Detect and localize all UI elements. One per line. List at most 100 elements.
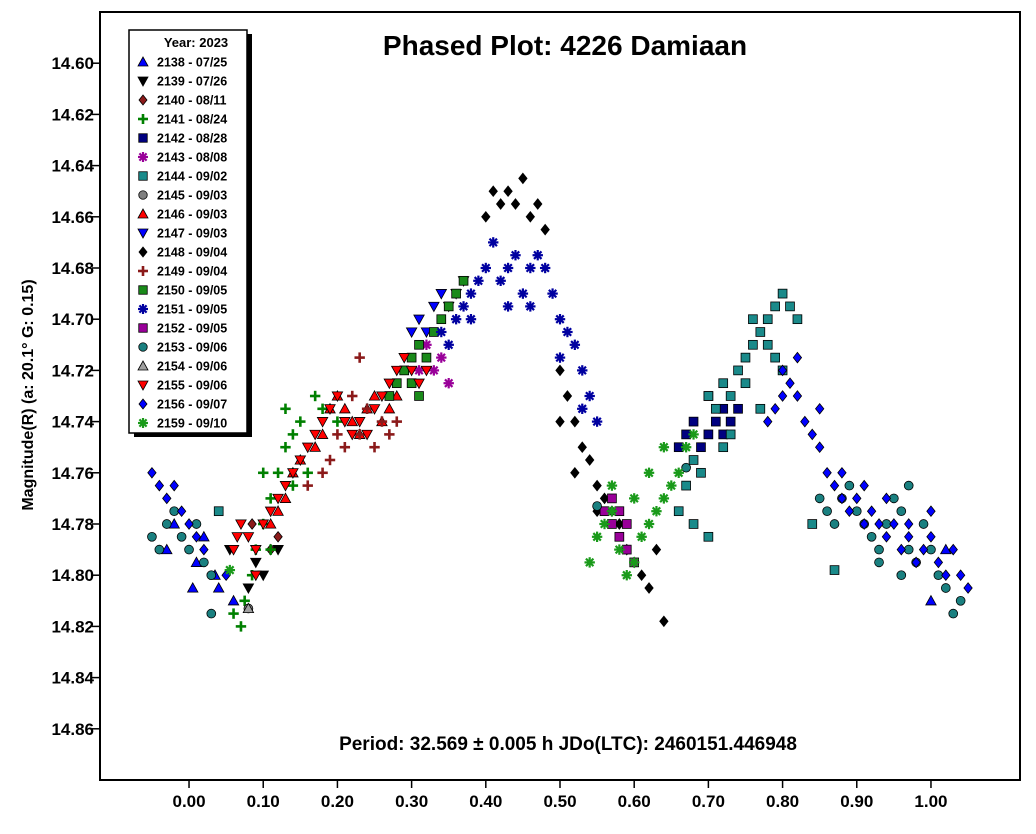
data-point xyxy=(190,556,203,567)
legend-entry: 2147 - 09/03 xyxy=(157,227,227,241)
data-point xyxy=(547,288,558,299)
data-point xyxy=(147,466,157,479)
data-point xyxy=(829,519,840,529)
data-point xyxy=(353,417,366,428)
data-point xyxy=(488,185,498,198)
legend-marker xyxy=(137,76,149,87)
data-point xyxy=(247,518,257,530)
legend-entry: 2148 - 09/04 xyxy=(157,246,227,260)
data-point xyxy=(807,428,817,441)
data-point xyxy=(265,493,276,504)
data-point xyxy=(510,250,521,261)
data-point xyxy=(249,557,262,569)
data-point xyxy=(154,544,165,555)
data-point xyxy=(607,493,617,504)
data-point xyxy=(206,608,217,619)
data-point xyxy=(554,352,566,363)
data-point xyxy=(169,479,179,492)
data-point xyxy=(896,506,907,517)
data-point xyxy=(740,352,751,363)
data-point xyxy=(896,570,907,581)
data-point xyxy=(302,467,313,478)
data-point xyxy=(242,532,255,543)
data-point xyxy=(495,275,506,286)
series-2156 xyxy=(147,351,973,594)
y-tick-label: 14.72 xyxy=(51,361,94,380)
series-2144 xyxy=(213,288,840,575)
data-point xyxy=(903,480,914,491)
data-point xyxy=(235,519,247,531)
data-point xyxy=(316,417,329,428)
data-point xyxy=(413,365,425,376)
data-point xyxy=(718,378,729,389)
data-point xyxy=(480,262,492,274)
data-point xyxy=(249,570,262,582)
data-point xyxy=(577,365,588,376)
data-point xyxy=(874,557,884,568)
data-point xyxy=(458,301,469,312)
data-point xyxy=(287,480,299,491)
data-point xyxy=(748,314,758,325)
data-point xyxy=(242,583,255,595)
data-point xyxy=(762,339,773,350)
data-point xyxy=(361,403,373,414)
legend-marker xyxy=(138,342,148,352)
data-point xyxy=(317,467,328,478)
data-point xyxy=(368,389,381,401)
data-point xyxy=(162,492,172,505)
data-point xyxy=(295,416,306,427)
y-tick-label: 14.70 xyxy=(51,310,94,329)
data-point xyxy=(859,518,869,530)
data-point xyxy=(659,615,669,628)
legend-marker xyxy=(137,228,149,239)
data-point xyxy=(273,530,283,543)
data-point xyxy=(332,429,343,440)
data-point xyxy=(184,518,194,530)
legend-marker xyxy=(138,94,148,106)
data-point xyxy=(777,390,788,402)
data-point xyxy=(621,570,632,581)
data-point xyxy=(822,506,832,517)
data-point xyxy=(199,543,209,556)
data-point xyxy=(533,198,543,210)
data-point xyxy=(436,326,447,338)
data-point xyxy=(562,326,573,338)
data-point xyxy=(510,198,521,210)
data-point xyxy=(718,442,729,453)
data-point xyxy=(227,594,240,606)
legend-entry: 2145 - 09/03 xyxy=(157,189,227,203)
data-point xyxy=(725,416,736,427)
data-point xyxy=(554,314,566,325)
legend-box xyxy=(128,29,248,434)
data-point xyxy=(815,402,825,415)
chart-title: Phased Plot: 4226 Damiaan xyxy=(383,30,747,61)
data-point xyxy=(785,301,795,312)
data-point xyxy=(413,314,425,326)
data-point xyxy=(272,505,284,516)
data-point xyxy=(405,327,418,339)
data-point xyxy=(681,462,691,473)
data-point xyxy=(414,339,424,350)
legend-entry: 2154 - 09/06 xyxy=(157,360,227,374)
data-point xyxy=(948,608,959,619)
data-point xyxy=(570,466,580,479)
data-point xyxy=(592,501,602,511)
data-point xyxy=(710,416,721,427)
data-point xyxy=(465,314,477,325)
data-point xyxy=(636,569,647,582)
legend-entry: 2144 - 09/02 xyxy=(157,170,227,184)
data-point xyxy=(272,493,284,505)
data-point xyxy=(703,429,714,440)
y-tick-label: 14.86 xyxy=(51,720,94,739)
data-point xyxy=(673,467,684,478)
data-point xyxy=(346,415,359,427)
data-point xyxy=(443,378,454,389)
data-point xyxy=(518,172,528,185)
legend-entry: 2153 - 09/06 xyxy=(157,341,227,355)
x-tick-label: 0.80 xyxy=(766,792,799,811)
data-point xyxy=(755,403,766,414)
data-point xyxy=(939,543,952,555)
data-point xyxy=(227,545,240,556)
legend-marker xyxy=(138,323,148,333)
